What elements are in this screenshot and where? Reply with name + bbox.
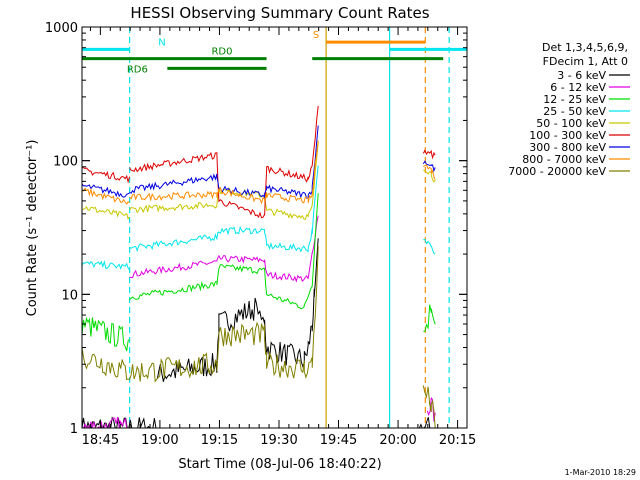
series-7000-20000-kev <box>82 245 436 428</box>
plot-inner <box>82 27 467 428</box>
flag-label-rd6: RD6 <box>127 64 148 75</box>
series-line <box>129 245 319 383</box>
series-line <box>423 304 436 332</box>
legend-label: 800 - 7000 keV <box>522 153 606 166</box>
series-line <box>129 125 319 199</box>
series-line <box>129 105 319 219</box>
series-line <box>82 316 130 352</box>
series-line <box>129 165 319 253</box>
legend-label: 300 - 800 keV <box>529 141 606 154</box>
y-axis-label: Count Rate (s⁻¹ detector⁻¹) <box>25 140 40 317</box>
plot-frame <box>81 26 468 429</box>
series-300-800-kev <box>82 125 436 199</box>
x-tick-label: 19:45 <box>320 433 357 448</box>
series-800-7000-kev <box>82 140 436 205</box>
series-line <box>423 169 436 183</box>
legend-label: 7000 - 20000 keV <box>508 165 606 178</box>
flag-label-rd0: RD0 <box>211 47 232 58</box>
legend: Det 1,3,4,5,6,9,FDecim 1, Att 03 - 6 keV… <box>508 41 630 178</box>
legend-label: 25 - 50 keV <box>543 105 606 118</box>
legend-label: 12 - 25 keV <box>543 93 606 106</box>
series-6-12-kev <box>82 215 436 428</box>
series-line <box>426 397 436 422</box>
series-line <box>82 416 130 428</box>
series-12-25-kev <box>82 193 436 352</box>
series-line <box>82 166 131 184</box>
series-line <box>418 417 432 428</box>
series-line <box>423 164 436 180</box>
x-tick-label: 19:30 <box>260 433 297 448</box>
x-tick-label: 19:00 <box>141 433 178 448</box>
x-tick-label: 18:45 <box>82 433 119 448</box>
legend-label: 50 - 100 keV <box>536 117 606 130</box>
plot-area: N S RD0 RD6 <box>82 27 467 428</box>
y-tick-label: 100 <box>53 155 78 170</box>
y-tick-label: 1 <box>70 422 78 437</box>
y-tick-label: 1000 <box>45 21 78 36</box>
series-line <box>423 238 436 255</box>
series-line <box>129 140 319 205</box>
series-line <box>82 187 130 205</box>
flag-label-n: N <box>158 37 165 48</box>
series-line <box>82 260 130 271</box>
series-25-50-kev <box>82 165 436 271</box>
flag-label-s: S <box>313 30 319 41</box>
x-axis-label: Start Time (08-Jul-06 18:40:22) <box>178 457 381 472</box>
series-line <box>129 141 319 221</box>
legend-header: FDecim 1, Att 0 <box>543 55 628 68</box>
x-tick-label: 20:00 <box>379 433 416 448</box>
x-tick-label: 20:15 <box>439 433 476 448</box>
series-line <box>422 385 436 428</box>
series-line <box>82 347 130 381</box>
series-100-300-kev <box>82 105 436 219</box>
legend-label: 3 - 6 keV <box>557 69 606 82</box>
chart-title: HESSI Observing Summary Count Rates <box>130 4 429 22</box>
footer-timestamp: 1-Mar-2010 18:29 <box>565 468 636 477</box>
legend-header: Det 1,3,4,5,6,9, <box>542 41 628 54</box>
axes: 1 10 100 1000 18:45 19:00 19:15 19:30 19:45 20:00… <box>45 21 476 448</box>
series-50-100-kev <box>82 141 436 221</box>
series-line <box>82 206 130 220</box>
y-tick-label: 10 <box>61 288 78 303</box>
series-line <box>422 149 436 160</box>
series-3-6-kev <box>82 238 432 428</box>
series-line <box>129 215 319 283</box>
legend-label: 100 - 300 keV <box>529 129 606 142</box>
series-line <box>422 160 436 173</box>
legend-label: 6 - 12 keV <box>550 81 606 94</box>
x-tick-label: 19:15 <box>201 433 238 448</box>
series-line <box>82 183 130 198</box>
series-line <box>129 193 319 310</box>
